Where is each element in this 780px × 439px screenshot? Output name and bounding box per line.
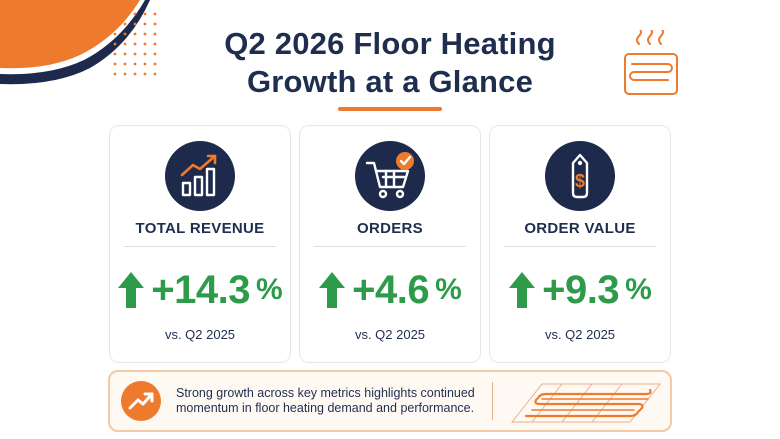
growth-unit: % <box>256 273 283 306</box>
comparison-label: vs. Q2 2025 <box>164 327 236 342</box>
growth-unit: % <box>435 273 462 306</box>
trend-up-icon <box>121 381 161 421</box>
floor-heater-icon <box>624 30 678 95</box>
growth-indicator: +14.3% <box>110 264 290 316</box>
metric-card-revenue: TOTAL REVENUE +14.3% vs. Q2 2025 <box>109 125 291 363</box>
heated-floor-icon <box>510 383 662 423</box>
growth-value: +14.3 <box>151 268 251 312</box>
comparison-label: vs. Q2 2025 <box>354 327 426 342</box>
revenue-chart-icon <box>165 141 235 211</box>
price-tag-icon: $ <box>545 141 615 211</box>
summary-text: Strong growth across key metrics highlig… <box>176 386 475 415</box>
metric-label: TOTAL REVENUE <box>135 220 265 237</box>
up-arrow-icon <box>509 272 536 308</box>
growth-indicator: +9.3% <box>490 264 670 316</box>
page-title: Q2 2026 Floor Heating Growth at a Glance <box>150 25 630 101</box>
growth-unit: % <box>625 273 652 306</box>
title-underline <box>338 107 442 111</box>
card-divider <box>314 246 466 247</box>
up-arrow-icon <box>319 272 346 308</box>
metric-label: ORDERS <box>357 220 423 237</box>
title-line-1: Q2 2026 Floor Heating <box>224 26 556 61</box>
comparison-label: vs. Q2 2025 <box>544 327 616 342</box>
corner-decoration <box>0 0 157 85</box>
svg-text:$: $ <box>575 171 585 191</box>
summary-banner: Strong growth across key metrics highlig… <box>108 370 672 432</box>
up-arrow-icon <box>118 272 145 308</box>
metric-card-orders: ORDERS +4.6% vs. Q2 2025 <box>299 125 481 363</box>
summary-separator <box>492 382 493 420</box>
title-line-2: Growth at a Glance <box>246 64 534 99</box>
growth-value: +9.3 <box>542 268 620 312</box>
metric-label: ORDER VALUE <box>524 220 636 237</box>
card-divider <box>504 246 656 247</box>
shopping-cart-icon <box>355 141 425 211</box>
growth-indicator: +4.6% <box>300 264 480 316</box>
card-divider <box>124 246 276 247</box>
growth-value: +4.6 <box>352 268 430 312</box>
metric-card-order-value: $ ORDER VALUE +9.3% vs. Q2 2025 <box>489 125 671 363</box>
